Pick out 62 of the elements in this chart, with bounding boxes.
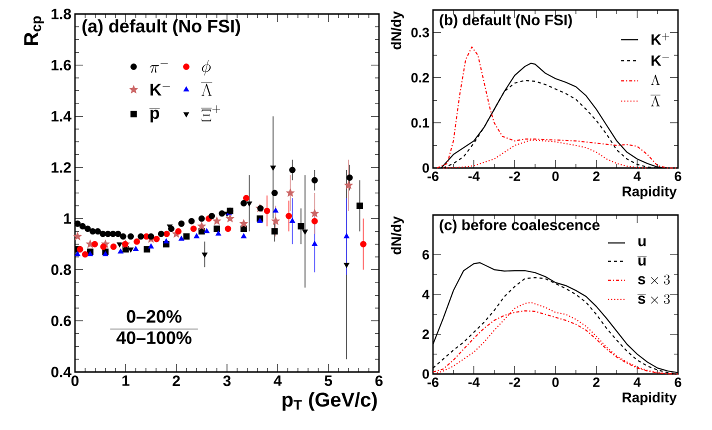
y-tick-label: 0 <box>422 369 429 379</box>
x-tick-label: 3 <box>223 376 231 386</box>
x-tick-label: 2 <box>172 376 180 386</box>
y-tick-label: 1.2 <box>52 162 71 173</box>
y-tick-label: 0 <box>422 163 429 173</box>
x-tick-label: 6 <box>375 376 383 386</box>
x-axis-title: Rapidity <box>622 392 677 406</box>
legend-label: $\overline{\mathbf{u}}$ <box>638 256 647 266</box>
legend-label: $\mathbf{s}\times 3$ <box>638 274 670 285</box>
legend-label: $\mathbf{K}^{-}$ <box>652 55 669 66</box>
x-tick-label: 4 <box>274 376 282 386</box>
x-tick-label: 1 <box>122 376 130 386</box>
chart-title: (b) default (No FSI) <box>440 14 572 28</box>
y-tick-label: 1 <box>64 213 72 224</box>
x-tick-label: 4 <box>634 378 641 387</box>
annotation: 0–20% <box>126 310 182 323</box>
y-tick-label: 0.1 <box>411 118 430 128</box>
chart-title: (c) before coalescence <box>440 219 600 234</box>
x-axis-title: Rapidity <box>622 186 677 200</box>
y-tick-label: 1.6 <box>52 60 71 70</box>
legend-label: $\overline{\mathbf{p}}$ <box>149 108 160 122</box>
legend-label: $\Lambda$ <box>651 74 660 86</box>
y-tick-label: 6 <box>422 250 430 260</box>
legend-label: $\overline{\Lambda}$ <box>650 95 660 106</box>
x-tick-label: 2 <box>593 172 600 181</box>
legend-label: $\overline{\mathbf{s}}\times 3$ <box>638 294 670 304</box>
x-tick-label: -4 <box>468 378 480 387</box>
y-tick-label: 0.4 <box>51 366 72 378</box>
annotation: 40–100% <box>116 331 192 344</box>
x-tick-label: -6 <box>428 378 439 388</box>
x-tick-label: 0 <box>71 376 79 386</box>
legend-label: $\mathbf{K}^{-}$ <box>150 84 170 96</box>
y-tick-label: 0.2 <box>411 72 429 82</box>
x-tick-label: 6 <box>674 378 682 388</box>
x-tick-label: -2 <box>509 378 520 387</box>
legend-label: $\pi^{-}$ <box>150 63 168 73</box>
x-tick-label: 4 <box>634 172 641 181</box>
legend-label: $\phi$ <box>202 60 211 76</box>
legend-label: $\overline{\Lambda}$ <box>201 82 212 96</box>
y-axis-title: R$_{cp}$ <box>24 16 44 46</box>
x-tick-label: 5 <box>324 376 332 386</box>
y-tick-label: 2 <box>422 330 429 339</box>
legend-label: $\mathbf{u}$ <box>638 238 646 246</box>
y-axis-title: dN/dy <box>390 11 404 50</box>
x-tick-label: 0 <box>552 172 559 182</box>
x-tick-label: -6 <box>428 172 439 182</box>
x-tick-label: 6 <box>674 172 682 182</box>
y-tick-label: 0.6 <box>51 316 71 326</box>
x-axis-title: p$_{T}$ (GeV/c) <box>282 392 377 411</box>
x-tick-label: 0 <box>552 378 559 388</box>
x-tick-label: -4 <box>468 172 480 181</box>
x-tick-label: 2 <box>593 378 600 387</box>
y-tick-label: 0.3 <box>411 28 430 38</box>
legend-label: $\mathbf{K}^{+}$ <box>652 33 670 45</box>
y-tick-label: 1.4 <box>52 111 72 122</box>
y-axis-title: dN/dy <box>390 216 404 254</box>
legend-label: $\overline{\Xi}^{+}$ <box>201 105 220 122</box>
y-tick-label: 0.8 <box>51 264 72 275</box>
x-tick-label: -2 <box>509 172 520 181</box>
y-tick-label: 4 <box>422 290 430 300</box>
y-tick-label: 1.8 <box>52 8 72 20</box>
chart-title: (a) default (No FSI) <box>82 19 240 36</box>
